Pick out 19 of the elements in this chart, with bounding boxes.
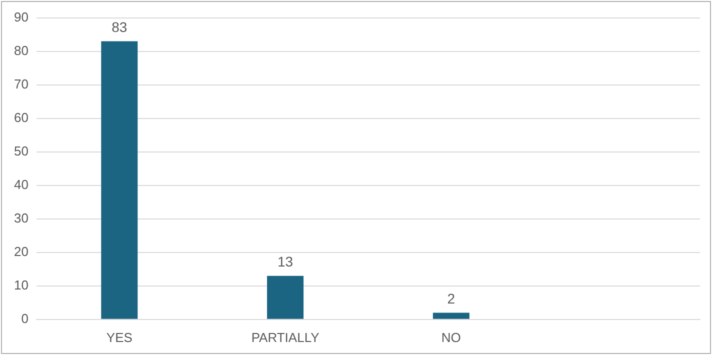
data-label: 2: [447, 290, 456, 307]
y-tick-label: 70: [14, 76, 28, 92]
y-tick-label: 60: [14, 110, 28, 125]
x-tick-label: NO: [441, 330, 461, 345]
y-tick-label: 40: [14, 176, 28, 192]
y-tick-label: 10: [14, 277, 28, 292]
y-tick-label: 30: [14, 210, 28, 226]
y-tick-label: 20: [14, 244, 28, 259]
x-tick-label: PARTIALLY: [251, 330, 320, 345]
bar: [432, 312, 470, 319]
x-tick-label: YES: [106, 330, 133, 345]
y-tick-label: 50: [14, 143, 28, 158]
bar: [101, 41, 138, 319]
y-tick-label: 0: [21, 310, 28, 326]
data-label: 83: [112, 19, 128, 36]
y-tick-label: 80: [14, 42, 28, 58]
y-tick-label: 90: [14, 9, 28, 24]
bar: [267, 276, 304, 319]
data-label: 13: [278, 254, 294, 270]
